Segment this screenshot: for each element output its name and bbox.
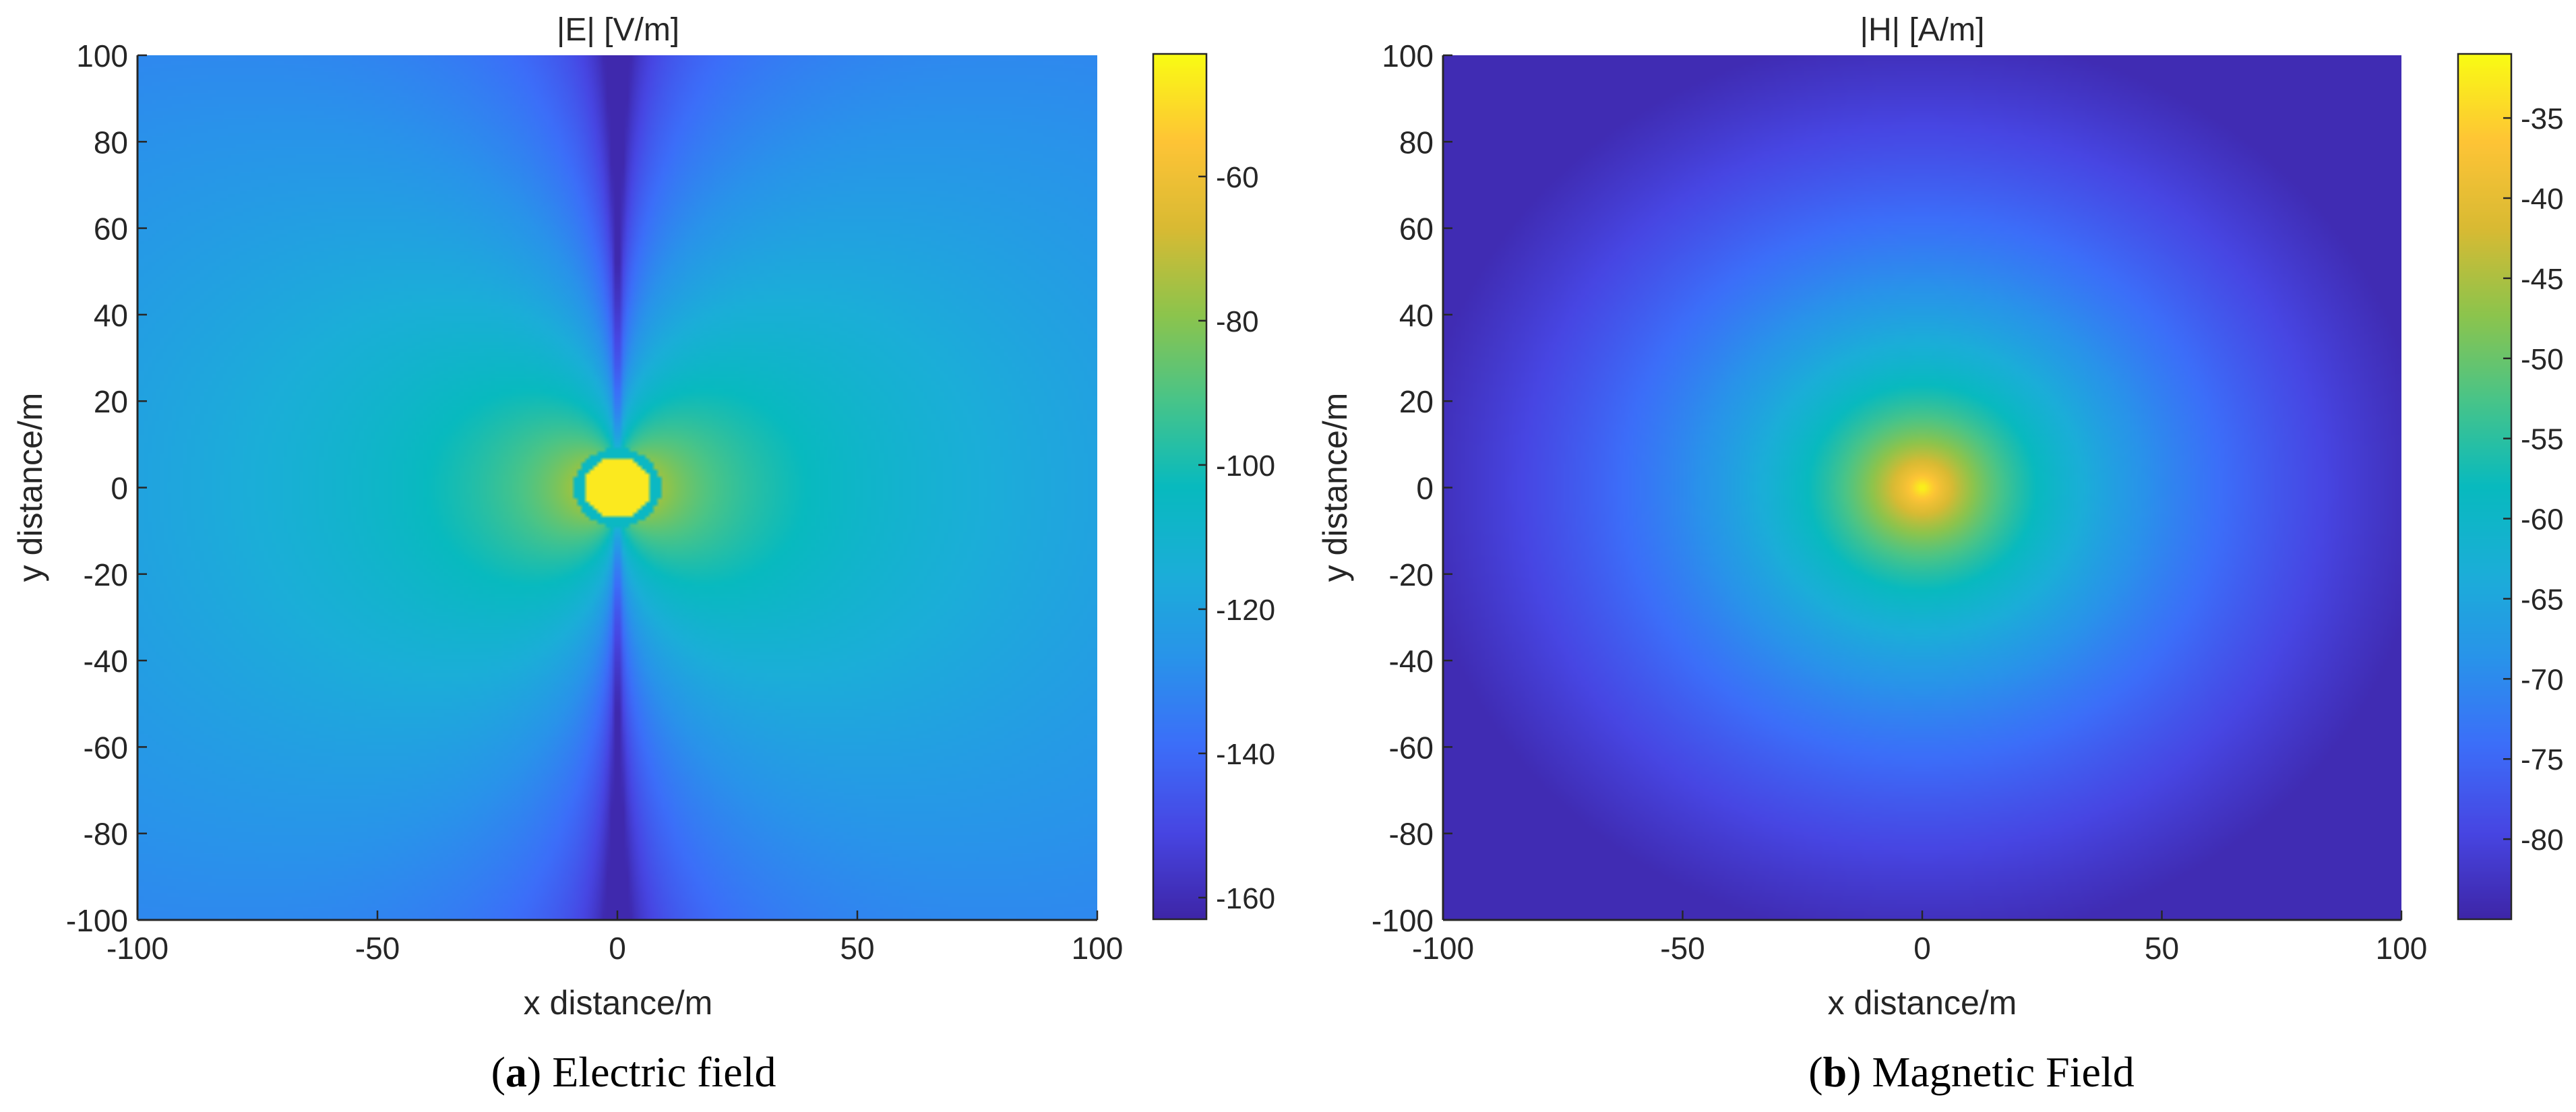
colorbar-tick-label: -40: [2521, 183, 2564, 216]
x-tick-label: 50: [840, 931, 874, 966]
colorbar-tick-label: -45: [2521, 263, 2564, 296]
y-tick-label: -40: [84, 644, 128, 679]
caption-letter: a: [505, 1048, 527, 1096]
plot-title: |H| [A/m]: [1860, 12, 1985, 48]
y-axis-label: y distance/m: [11, 393, 49, 582]
x-tick-label: -50: [355, 931, 400, 966]
x-tick-label: -50: [1660, 931, 1705, 966]
y-tick-label: -20: [1389, 557, 1434, 592]
x-axis-ticks: -100 -50 0 50 100: [1412, 910, 2427, 966]
y-tick-label: 40: [1399, 298, 1434, 333]
colorbar-tick-label: -80: [2521, 824, 2564, 857]
y-tick-label: -100: [1372, 903, 1434, 938]
y-tick-label: 40: [94, 298, 128, 333]
colorbar-tick-label: -65: [2521, 583, 2564, 616]
y-tick-label: 0: [1416, 471, 1434, 506]
x-tick-label: 0: [1913, 931, 1931, 966]
y-tick-label: 20: [94, 384, 128, 419]
colorbar-tick-label: -70: [2521, 663, 2564, 696]
colorbar-tick-label: -60: [1216, 161, 1259, 194]
y-tick-label: 100: [1382, 38, 1434, 73]
y-tick-label: 20: [1399, 384, 1434, 419]
colorbar-ticks: -35 -40 -45 -50 -55 -60 -65 -70 -75 -80: [2503, 102, 2564, 857]
panel-magnetic-field: |H| [A/m] 100 80 60 40 20 0 -20 -40 -60 -80 -100 -…: [1316, 12, 2564, 1096]
caption: (a) Electric field: [491, 1048, 776, 1096]
caption: (b) Magnetic Field: [1808, 1048, 2134, 1096]
magnetic-colorbar: [2458, 54, 2511, 919]
colorbar-frame: [1152, 53, 1208, 921]
colorbar-tick-label: -100: [1216, 450, 1275, 483]
y-tick-label: -60: [1389, 730, 1434, 765]
x-tick-label: -100: [106, 931, 168, 966]
x-tick-label: 0: [609, 931, 626, 966]
y-axis-label: y distance/m: [1316, 393, 1354, 582]
colorbar-tick-label: -75: [2521, 743, 2564, 776]
magnetic-field-heatmap: [1443, 55, 2401, 920]
caption-text: Electric field: [552, 1048, 776, 1096]
y-axis-ticks: 100 80 60 40 20 0 -20 -40 -60 -80 -100: [1372, 38, 1452, 938]
y-tick-label: 60: [1399, 212, 1434, 247]
x-tick-label: 100: [2376, 931, 2428, 966]
electric-colorbar: [1153, 54, 1206, 919]
colorbar-ticks: -60 -80 -100 -120 -140 -160: [1198, 161, 1275, 915]
caption-text: Magnetic Field: [1872, 1048, 2134, 1096]
colorbar-tick-label: -120: [1216, 594, 1275, 627]
colorbar-tick-label: -55: [2521, 423, 2564, 456]
y-tick-label: -80: [84, 817, 128, 852]
colorbar-tick-label: -160: [1216, 882, 1275, 915]
x-axis-label: x distance/m: [524, 984, 713, 1022]
panel-electric-field: |E| [V/m] 100 80 60 40 20 0 -20 -40 -60 -80 -100 -…: [11, 12, 1275, 1096]
x-axis-label: x distance/m: [1828, 984, 2017, 1022]
x-tick-label: -100: [1412, 931, 1474, 966]
plot-title: |E| [V/m]: [557, 12, 679, 48]
y-tick-label: -40: [1389, 644, 1434, 679]
x-tick-label: 50: [2145, 931, 2179, 966]
colorbar-frame: [2457, 53, 2513, 921]
y-tick-label: 60: [94, 212, 128, 247]
x-axis-ticks: -100 -50 0 50 100: [106, 910, 1123, 966]
colorbar-tick-label: -80: [1216, 305, 1259, 338]
colorbar-tick-label: -50: [2521, 343, 2564, 376]
colorbar-tick-label: -60: [2521, 503, 2564, 536]
y-tick-label: -60: [84, 730, 128, 765]
y-tick-label: 100: [76, 38, 128, 73]
x-tick-label: 100: [1072, 931, 1124, 966]
colorbar-tick-label: -140: [1216, 738, 1275, 771]
y-tick-label: 80: [1399, 125, 1434, 160]
y-tick-label: 80: [94, 125, 128, 160]
y-tick-label: -100: [66, 903, 128, 938]
y-axis-ticks: 100 80 60 40 20 0 -20 -40 -60 -80 -100: [66, 38, 147, 938]
y-tick-label: -80: [1389, 817, 1434, 852]
colorbar-tick-label: -35: [2521, 102, 2564, 135]
y-tick-label: 0: [111, 471, 128, 506]
caption-letter: b: [1823, 1048, 1847, 1096]
y-tick-label: -20: [84, 557, 128, 592]
electric-field-heatmap: [137, 55, 1097, 920]
